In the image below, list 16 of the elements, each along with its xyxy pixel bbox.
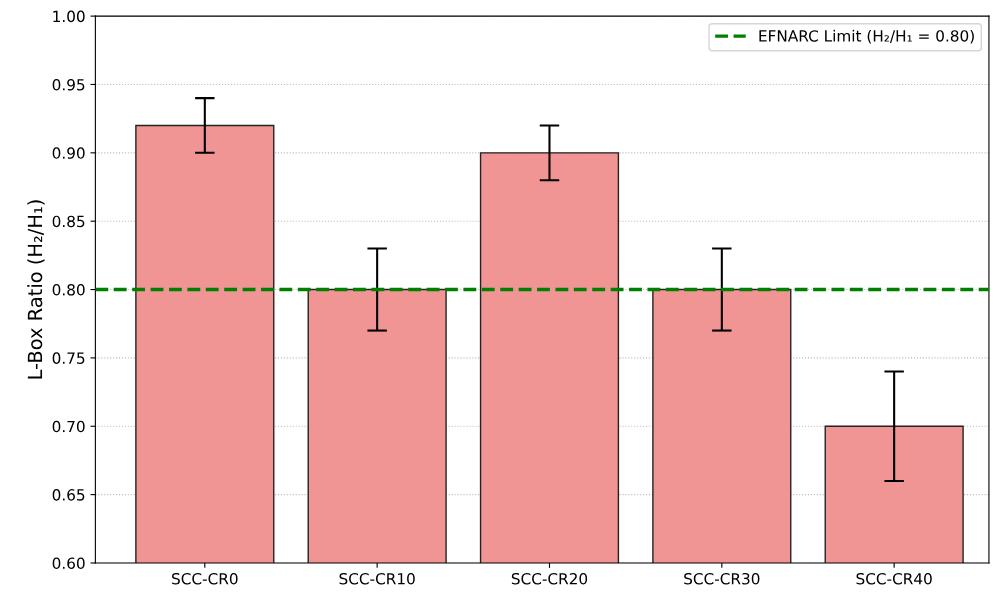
y-tick-label: 0.75 <box>52 352 85 364</box>
x-tick-label: SCC-CR30 <box>684 572 760 585</box>
y-tick-label: 0.70 <box>52 420 85 433</box>
legend-label: EFNARC Limit (H₂/H₁ = 0.80) <box>759 29 974 44</box>
x-tick-label: SCC-CR20 <box>511 572 588 585</box>
y-tick-label: 0.90 <box>52 147 85 159</box>
y-tick-label: 0.85 <box>52 215 85 228</box>
x-tick-label: SCC-CR0 <box>172 572 238 585</box>
y-tick-label: 0.80 <box>52 284 85 296</box>
y-axis-title: L-Box Ratio (H₂/H₁) <box>27 200 45 379</box>
y-tick-label: 1.00 <box>53 10 85 23</box>
y-tick-label: 0.60 <box>52 557 85 569</box>
y-tick-label: 0.65 <box>52 489 85 501</box>
x-tick-label: SCC-CR40 <box>856 572 932 585</box>
y-tick-label: 0.95 <box>52 78 85 91</box>
x-tick-label: SCC-CR10 <box>339 572 415 585</box>
